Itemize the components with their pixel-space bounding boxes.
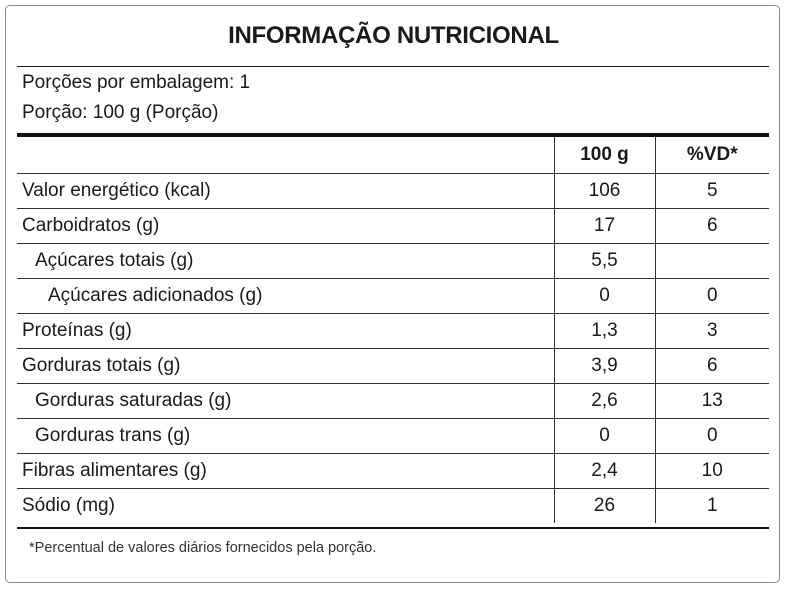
nutrient-name: Gorduras saturadas (g) xyxy=(17,383,554,419)
nutrient-name: Açúcares totais (g) xyxy=(17,243,554,279)
nutrient-daily-value: 3 xyxy=(654,313,769,349)
nutrient-daily-value: 6 xyxy=(654,348,769,384)
nutrient-name: Gorduras totais (g) xyxy=(17,348,554,384)
nutrient-name: Gorduras trans (g) xyxy=(17,418,554,454)
nutrient-amount: 2,6 xyxy=(553,383,655,419)
table-header-row: 100 g %VD* xyxy=(17,137,769,174)
label-title: INFORMAÇÃO NUTRICIONAL xyxy=(228,22,559,49)
table-row: Gorduras saturadas (g) 2,6 13 xyxy=(17,383,769,419)
table-row: Valor energético (kcal) 106 5 xyxy=(17,173,769,209)
nutrient-amount: 26 xyxy=(553,488,655,523)
nutrient-amount: 2,4 xyxy=(553,453,655,489)
nutrient-amount: 3,9 xyxy=(553,348,655,384)
table-row: Açúcares totais (g) 5,5 xyxy=(17,243,769,279)
nutrient-daily-value: 6 xyxy=(654,208,769,244)
nutrient-name: Valor energético (kcal) xyxy=(17,173,554,209)
nutrition-table: 100 g %VD* Valor energético (kcal) 106 5… xyxy=(17,137,769,523)
table-bottom-divider xyxy=(17,527,769,529)
servings-per-package: Porções por embalagem: 1 xyxy=(22,72,251,93)
nutrient-daily-value: 5 xyxy=(654,173,769,209)
nutrient-daily-value: 0 xyxy=(654,418,769,454)
daily-value-footnote: *Percentual de valores diários fornecido… xyxy=(29,540,377,556)
nutrient-amount: 17 xyxy=(553,208,655,244)
header-daily-value: %VD* xyxy=(654,137,769,174)
nutrient-daily-value: 0 xyxy=(654,278,769,314)
table-row: Proteínas (g) 1,3 3 xyxy=(17,313,769,349)
nutrient-daily-value: 13 xyxy=(654,383,769,419)
nutrient-amount: 106 xyxy=(553,173,655,209)
table-row: Açúcares adicionados (g) 0 0 xyxy=(17,278,769,314)
nutrient-name: Carboidratos (g) xyxy=(17,208,554,244)
table-row: Carboidratos (g) 17 6 xyxy=(17,208,769,244)
table-row: Sódio (mg) 26 1 xyxy=(17,488,769,523)
nutrient-name: Proteínas (g) xyxy=(17,313,554,349)
nutrient-amount: 5,5 xyxy=(553,243,655,279)
table-row: Fibras alimentares (g) 2,4 10 xyxy=(17,453,769,489)
title-divider xyxy=(17,66,769,67)
nutrient-amount: 0 xyxy=(553,278,655,314)
nutrient-amount: 0 xyxy=(553,418,655,454)
nutrient-amount: 1,3 xyxy=(553,313,655,349)
nutrient-daily-value: 10 xyxy=(654,453,769,489)
nutrient-name: Sódio (mg) xyxy=(22,494,115,516)
nutrient-name: Fibras alimentares (g) xyxy=(17,453,554,489)
nutrient-daily-value xyxy=(654,243,769,279)
table-row: Gorduras totais (g) 3,9 6 xyxy=(17,348,769,384)
header-nutrient xyxy=(17,137,554,174)
header-thick-divider xyxy=(17,133,769,137)
serving-size: Porção: 100 g (Porção) xyxy=(22,102,219,123)
table-row: Gorduras trans (g) 0 0 xyxy=(17,418,769,454)
nutrient-daily-value: 1 xyxy=(654,488,769,523)
header-amount: 100 g xyxy=(553,137,655,174)
nutrient-name: Açúcares adicionados (g) xyxy=(17,278,554,314)
